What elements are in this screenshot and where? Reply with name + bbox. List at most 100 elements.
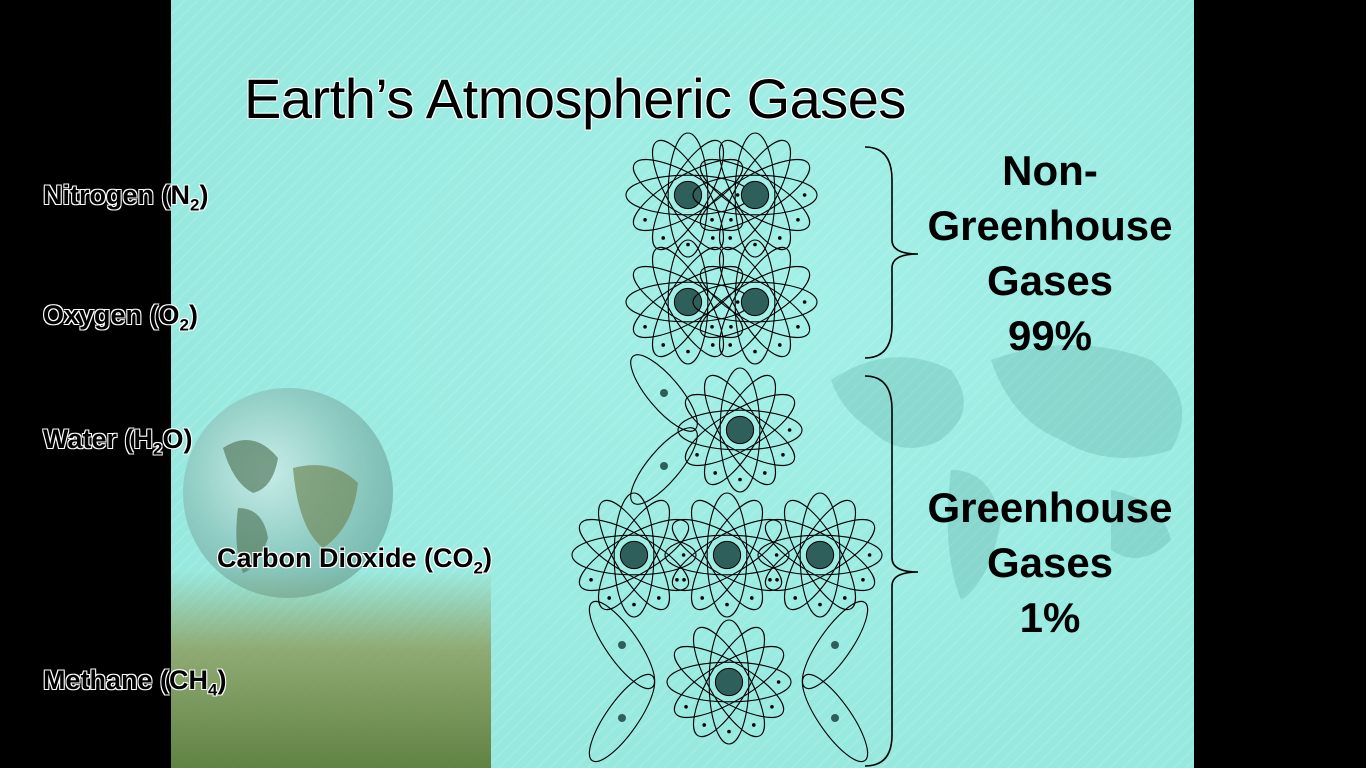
- hydrogen-nucleus: [831, 641, 839, 649]
- gas-tail: ): [217, 665, 227, 695]
- gas-subscript: 2: [153, 439, 163, 459]
- electron-dot: [682, 578, 686, 582]
- electron-dot: [725, 602, 729, 607]
- slide-title: Earth’s Atmospheric Gases: [244, 67, 906, 130]
- electron-dot: [702, 723, 706, 727]
- electron-dot: [753, 349, 757, 354]
- world-map-watermark: [831, 345, 1183, 600]
- atom-icon: [692, 239, 818, 365]
- orbit-ring: [666, 661, 792, 703]
- gas-name: Methane (CH: [43, 665, 209, 695]
- orbit-ring: [598, 499, 670, 611]
- electron-dot: [768, 578, 772, 582]
- orbit-ring: [632, 266, 744, 338]
- electron-dot: [661, 343, 665, 347]
- orbit-ring: [764, 519, 876, 591]
- electron-dot: [818, 602, 822, 607]
- hydrogen-nucleus: [618, 714, 626, 722]
- electron-dot: [711, 343, 715, 347]
- orbit-ring: [632, 266, 744, 338]
- orbit-ring: [706, 492, 748, 618]
- orbit-ring: [693, 626, 765, 738]
- nucleus: [673, 287, 703, 317]
- gas-subscript: 2: [179, 315, 189, 335]
- orbit-ring: [708, 619, 750, 745]
- electron-dot: [778, 343, 782, 347]
- orbit-ring: [784, 499, 856, 611]
- non-greenhouse-percent: 99%: [1007, 312, 1093, 359]
- orbit-ring: [799, 492, 841, 618]
- orbit-ring: [734, 239, 776, 365]
- orbit-ring: [691, 499, 763, 611]
- hydrogen-orbit: [630, 427, 698, 505]
- hydrogen-orbit: [588, 600, 656, 690]
- orbit-ring: [704, 374, 776, 486]
- orbit-ring: [699, 266, 811, 338]
- orbit-ring: [667, 132, 709, 258]
- nucleus: [714, 667, 744, 697]
- orbit-ring: [699, 159, 811, 231]
- orbit-ring: [664, 534, 790, 576]
- electron-dot: [684, 705, 688, 709]
- nucleus: [725, 415, 755, 445]
- electron-dot: [775, 578, 779, 582]
- electron-dot: [589, 578, 593, 582]
- electron-dot: [738, 477, 742, 482]
- electron-dot: [753, 242, 757, 247]
- electron-dot: [861, 578, 865, 582]
- orbit-ring: [692, 174, 818, 216]
- nucleus: [619, 540, 649, 570]
- orbit-ring: [673, 646, 785, 718]
- nucleus: [740, 180, 770, 210]
- hydrogen-nucleus: [831, 714, 839, 722]
- orbit-ring: [699, 159, 811, 231]
- atom-icon: [757, 492, 883, 618]
- orbit-ring: [691, 499, 763, 611]
- gas-tail: ): [482, 543, 492, 573]
- electron-dot: [675, 578, 679, 582]
- orbit-ring: [652, 246, 724, 358]
- electron-dot: [770, 705, 774, 709]
- electron-dot: [643, 325, 647, 329]
- atom-icon: [625, 132, 751, 258]
- electron-dot: [729, 325, 733, 329]
- hydrogen-orbit: [801, 600, 869, 690]
- orbit-ring: [578, 519, 690, 591]
- orbit-ring: [671, 519, 783, 591]
- hydrogen-orbit: [588, 673, 656, 763]
- electron-dot: [735, 300, 740, 304]
- gas-tail: ): [189, 300, 198, 330]
- electron-dot: [729, 218, 733, 222]
- gas-label-carbon-dioxide: Carbon Dioxide (CO2): [217, 543, 492, 578]
- electron-dot: [796, 325, 800, 329]
- hydrogen-nucleus: [660, 389, 668, 397]
- hydrogen-nucleus: [618, 641, 626, 649]
- gas-subscript: 4: [208, 680, 218, 700]
- electron-dot: [752, 723, 756, 727]
- orbit-ring: [719, 367, 761, 493]
- electron-dot: [750, 596, 754, 600]
- orbit-ring: [693, 626, 765, 738]
- orbit-ring: [673, 646, 785, 718]
- electron-dot: [802, 300, 807, 304]
- gas-label-nitrogen: Nitrogen (N2): [43, 180, 208, 215]
- orbit-ring: [677, 409, 803, 451]
- gas-label-water: Water (H2O): [43, 424, 192, 459]
- orbit-ring: [671, 519, 783, 591]
- orbit-ring: [571, 534, 697, 576]
- electron-dot: [763, 471, 767, 475]
- globe-image: [183, 388, 393, 598]
- electron-dot: [728, 236, 732, 240]
- gas-name: Oxygen (O: [43, 300, 180, 330]
- slide: [171, 0, 1194, 768]
- non-greenhouse-line2: Greenhouse: [927, 202, 1173, 249]
- orbit-ring: [598, 499, 670, 611]
- electron-dot: [735, 193, 740, 197]
- electron-dot: [700, 596, 704, 600]
- greenhouse-line2: Gases: [986, 539, 1114, 586]
- orbit-ring: [667, 239, 709, 365]
- orbit-ring: [719, 246, 791, 358]
- grass-field-image: [171, 570, 491, 768]
- orbit-ring: [613, 492, 655, 618]
- orbit-ring: [578, 519, 690, 591]
